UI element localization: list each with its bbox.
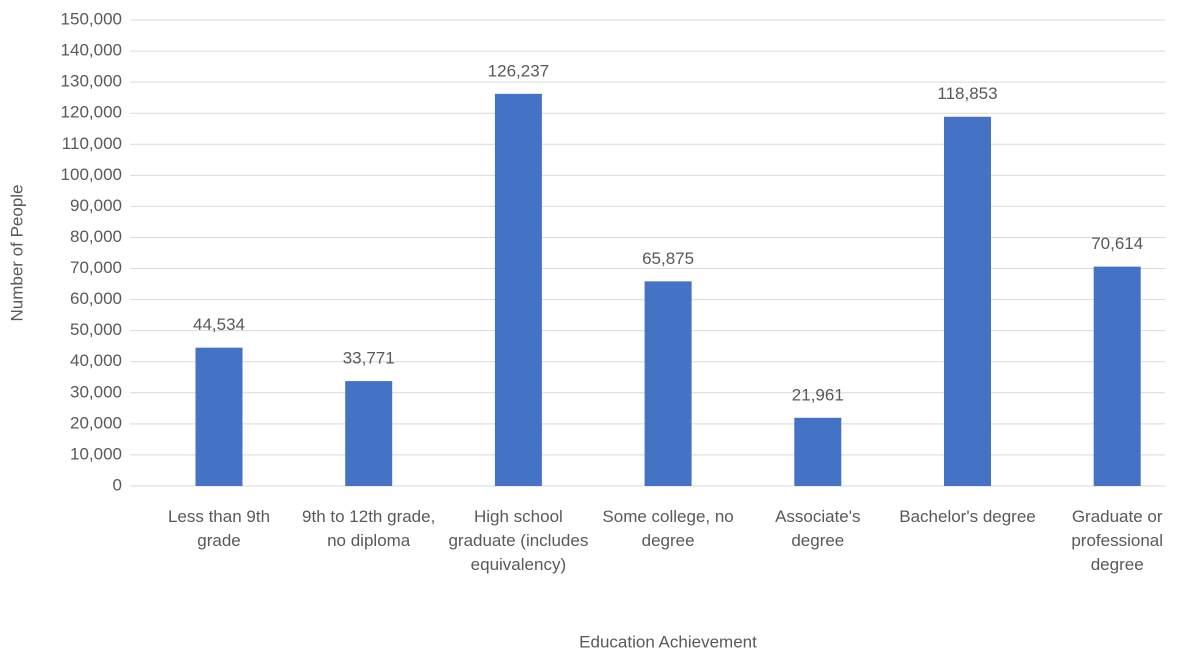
bar xyxy=(345,381,393,486)
y-tick-label: 50,000 xyxy=(70,320,122,339)
y-tick-label: 0 xyxy=(113,475,122,494)
y-tick-label: 70,000 xyxy=(70,258,122,277)
data-label: 33,771 xyxy=(343,349,395,368)
y-tick-label: 110,000 xyxy=(62,134,122,153)
x-tick-label: High school graduate (includes equivalen… xyxy=(448,507,589,574)
y-tick-label: 120,000 xyxy=(61,103,122,122)
bar xyxy=(794,417,842,486)
data-label: 118,853 xyxy=(937,84,997,103)
data-label: 44,534 xyxy=(193,315,245,334)
bar xyxy=(494,93,542,486)
bar xyxy=(1093,266,1141,486)
x-tick-label: 9th to 12th grade, no diploma xyxy=(302,507,436,550)
y-tick-label: 30,000 xyxy=(70,382,122,401)
data-label: 65,875 xyxy=(642,249,694,268)
x-tick-label: Associate's degree xyxy=(775,507,861,550)
y-tick-label: 60,000 xyxy=(70,289,122,308)
y-tick-label: 90,000 xyxy=(70,196,122,215)
x-tick-label: Graduate or professional degree xyxy=(1071,507,1164,574)
data-label: 126,237 xyxy=(488,61,549,80)
bar xyxy=(195,347,243,486)
x-tick-label: Some college, no degree xyxy=(602,507,734,550)
y-tick-label: 40,000 xyxy=(70,351,122,370)
data-label: 70,614 xyxy=(1091,234,1143,253)
x-tick-label: Less than 9th grade xyxy=(167,507,271,550)
y-tick-label: 140,000 xyxy=(61,41,122,60)
y-tick-label: 100,000 xyxy=(61,165,122,184)
bar xyxy=(644,281,692,486)
x-tick-label: Bachelor's degree xyxy=(899,507,1036,526)
x-axis-title: Education Achievement xyxy=(579,632,757,651)
data-label: 21,961 xyxy=(792,385,844,404)
y-tick-label: 150,000 xyxy=(61,9,122,28)
bar xyxy=(944,116,991,487)
y-tick-label: 130,000 xyxy=(61,72,122,91)
y-tick-label: 20,000 xyxy=(70,413,122,432)
y-tick-label: 80,000 xyxy=(70,227,122,246)
y-axis-title: Number of People xyxy=(7,184,26,321)
y-tick-label: 10,000 xyxy=(70,444,122,463)
